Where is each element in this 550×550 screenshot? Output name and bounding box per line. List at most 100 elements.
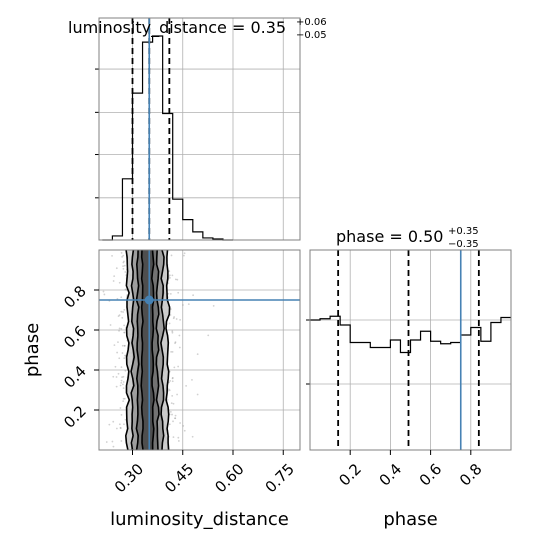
sample-point — [171, 376, 174, 379]
sample-point — [119, 427, 122, 430]
sample-point — [122, 383, 124, 386]
sample-point — [124, 369, 127, 372]
sample-point — [174, 341, 177, 344]
sample-point — [179, 422, 182, 424]
truth-point — [144, 295, 154, 305]
sample-point — [178, 334, 181, 337]
sample-point — [168, 270, 171, 273]
sample-point — [117, 315, 120, 318]
x-tick-label: 0.30 — [111, 460, 147, 496]
sample-point — [171, 274, 174, 277]
sample-point — [120, 251, 123, 254]
sample-point — [117, 341, 119, 343]
sample-point — [117, 372, 120, 375]
sample-point — [120, 327, 123, 330]
sample-point — [207, 334, 210, 337]
sample-point — [169, 292, 172, 295]
sample-point — [123, 344, 126, 347]
sample-point — [120, 381, 123, 384]
sample-point — [123, 331, 126, 334]
sample-point — [120, 296, 123, 299]
sample-point — [174, 278, 177, 281]
y-tick-label: 0.6 — [60, 322, 90, 352]
sample-point — [171, 394, 174, 397]
sample-point — [113, 344, 116, 347]
x-tick-label: 0.45 — [161, 460, 197, 496]
sample-point — [125, 289, 128, 291]
sample-point — [124, 418, 127, 421]
sample-point — [123, 357, 126, 360]
sample-point — [168, 423, 171, 426]
sample-point — [119, 426, 122, 429]
y-tick-label: 0.8 — [60, 282, 90, 312]
sample-point — [122, 265, 125, 268]
sample-point — [122, 397, 125, 400]
sample-point — [122, 311, 124, 313]
sample-point — [111, 254, 113, 257]
sample-point — [118, 281, 121, 284]
y-tick-label: 0.2 — [60, 402, 90, 432]
sample-point — [124, 354, 127, 357]
sample-point — [115, 376, 118, 378]
sample-point — [123, 331, 126, 334]
sample-point — [174, 417, 177, 420]
sample-point — [171, 377, 174, 380]
x-tick-label: 0.2 — [335, 460, 365, 490]
sample-point — [123, 397, 126, 400]
sample-point — [118, 329, 120, 332]
sample-point — [176, 393, 178, 396]
sample-point — [185, 384, 188, 387]
sample-point — [120, 379, 123, 382]
sample-point — [171, 350, 174, 353]
sample-point — [170, 254, 173, 257]
sample-point — [169, 411, 172, 413]
sample-point — [192, 294, 195, 297]
sample-point — [169, 276, 171, 279]
sample-point — [196, 353, 199, 356]
panel-frame-phase — [309, 249, 512, 451]
sample-point — [196, 393, 199, 396]
sample-point — [212, 304, 215, 307]
sample-point — [169, 379, 172, 382]
sample-point — [122, 375, 125, 378]
sample-point — [122, 261, 125, 264]
sample-point — [112, 420, 115, 423]
contour-line-3 — [155, 249, 160, 451]
sample-point — [122, 254, 125, 257]
contour-line-2 — [130, 249, 136, 451]
sample-point — [123, 423, 125, 426]
sample-point — [171, 380, 174, 383]
sample-point — [179, 318, 182, 321]
panel-frame-luminosity-distance — [98, 17, 301, 241]
sample-point — [176, 278, 179, 281]
sample-point — [122, 267, 125, 270]
sample-point — [121, 344, 124, 347]
sample-point — [112, 280, 115, 282]
panel-frame-joint — [98, 249, 301, 451]
sample-point — [171, 331, 174, 334]
sample-point — [108, 423, 111, 426]
sample-point — [177, 436, 180, 439]
sample-point — [120, 310, 123, 313]
sample-point — [173, 316, 176, 318]
sample-point — [191, 435, 194, 438]
sample-point — [115, 385, 118, 388]
sample-point — [113, 275, 116, 278]
sample-point — [119, 407, 122, 409]
sample-point — [103, 293, 106, 296]
x-tick-label: 0.4 — [376, 460, 406, 490]
sample-point — [171, 413, 173, 416]
sample-point — [174, 417, 176, 420]
sample-point — [124, 271, 127, 273]
sample-point — [124, 354, 127, 357]
title-upper-error: +0.06 — [296, 17, 327, 28]
panel-title-luminosity-distance: luminosity_distance = 0.35 — [68, 18, 286, 38]
contour-line-inner — [140, 249, 144, 451]
sample-point — [177, 365, 180, 368]
sample-point — [174, 342, 176, 345]
x-tick-label: 0.75 — [262, 460, 298, 496]
sample-point — [175, 318, 178, 320]
panel-title-phase: phase = 0.50 — [336, 227, 443, 246]
sample-point — [121, 316, 124, 319]
sample-point — [174, 414, 177, 417]
